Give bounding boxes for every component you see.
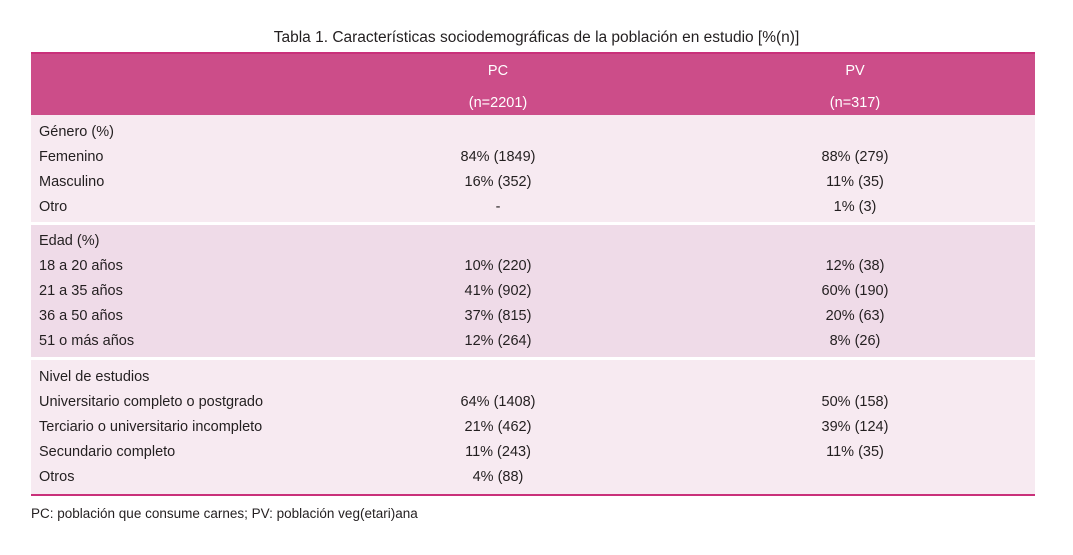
row-label: Otro — [39, 199, 68, 215]
pc-value: - — [495, 199, 501, 215]
group-nivel-estudios: Nivel de estudios Universitario completo… — [31, 360, 1035, 494]
pc-value: 11% (243) — [465, 444, 531, 460]
group-separator — [31, 357, 1035, 360]
table-row: Masculino 16% (352) 11% (35) — [31, 170, 1035, 195]
pc-value: 12% (264) — [464, 333, 532, 349]
row-label: Femenino — [39, 149, 104, 165]
table-row: 36 a 50 años 37% (815) 20% (63) — [31, 304, 1035, 329]
header-pc-label: PC — [487, 63, 509, 79]
row-label: 36 a 50 años — [39, 308, 123, 324]
pv-value: 50% (158) — [821, 394, 889, 410]
pc-value: 16% (352) — [464, 174, 532, 190]
row-label: Secundario completo — [39, 444, 176, 460]
pv-value: 39% (124) — [821, 419, 889, 435]
pc-value: 10% (220) — [464, 258, 532, 274]
table-bottom-rule — [31, 494, 1035, 496]
header-pc-n: (n=2201) — [468, 95, 528, 111]
table-row: Otro - 1% (3) — [31, 195, 1035, 220]
table-top-rule — [31, 52, 1035, 54]
table-title: Tabla 1. Características sociodemográfic… — [273, 29, 800, 46]
pv-value: 60% (190) — [821, 283, 889, 299]
row-label: Terciario o universitario incompleto — [39, 419, 263, 435]
table-row: 51 o más años 12% (264) 8% (26) — [31, 329, 1035, 354]
table-row: Universitario completo o postgrado 64% (… — [31, 390, 1035, 415]
table-row: 21 a 35 años 41% (902) 60% (190) — [31, 279, 1035, 304]
row-label: 21 a 35 años — [39, 283, 123, 299]
table-footnote: PC: población que consume carnes; PV: po… — [31, 506, 418, 521]
table-row: Secundario completo 11% (243) 11% (35) — [31, 440, 1035, 465]
group-edad: Edad (%) 18 a 20 años 10% (220) 12% (38)… — [31, 225, 1035, 357]
pv-value: 1% (3) — [833, 199, 877, 215]
header-pv-label: PV — [845, 63, 865, 79]
group-title: Nivel de estudios — [39, 369, 150, 385]
pv-value: 8% (26) — [829, 333, 881, 349]
group-title-row: Género (%) — [31, 120, 1035, 145]
header-pv-n: (n=317) — [829, 95, 881, 111]
table-row: Terciario o universitario incompleto 21%… — [31, 415, 1035, 440]
pv-value: 11% (35) — [826, 174, 884, 190]
row-label: Masculino — [39, 174, 105, 190]
table-row: 18 a 20 años 10% (220) 12% (38) — [31, 254, 1035, 279]
pv-value: 11% (35) — [826, 444, 884, 460]
group-title: Género (%) — [39, 124, 114, 140]
group-title-row: Edad (%) — [31, 229, 1035, 254]
table-row: Femenino 84% (1849) 88% (279) — [31, 145, 1035, 170]
group-title: Edad (%) — [39, 233, 100, 249]
row-label: Universitario completo o postgrado — [39, 394, 264, 410]
row-label: Otros — [39, 469, 75, 485]
pv-value: 20% (63) — [825, 308, 885, 324]
pc-value: 84% (1849) — [460, 149, 536, 165]
pc-value: 4% (88) — [472, 469, 524, 485]
row-label: 51 o más años — [39, 333, 135, 349]
pc-value: 41% (902) — [464, 283, 532, 299]
group-title-row: Nivel de estudios — [31, 365, 1035, 390]
demographics-table: PC (n=2201) PV (n=317) Género (%) Femeni… — [31, 52, 1035, 496]
pc-value: 37% (815) — [464, 308, 532, 324]
group-separator — [31, 222, 1035, 225]
pc-value: 64% (1408) — [460, 394, 536, 410]
group-genero: Género (%) Femenino 84% (1849) 88% (279)… — [31, 115, 1035, 222]
pc-value: 21% (462) — [464, 419, 532, 435]
pv-value: 12% (38) — [825, 258, 885, 274]
table-row: Otros 4% (88) — [31, 465, 1035, 490]
table-header: PC (n=2201) PV (n=317) — [31, 54, 1035, 115]
pv-value: 88% (279) — [821, 149, 889, 165]
row-label: 18 a 20 años — [39, 258, 123, 274]
